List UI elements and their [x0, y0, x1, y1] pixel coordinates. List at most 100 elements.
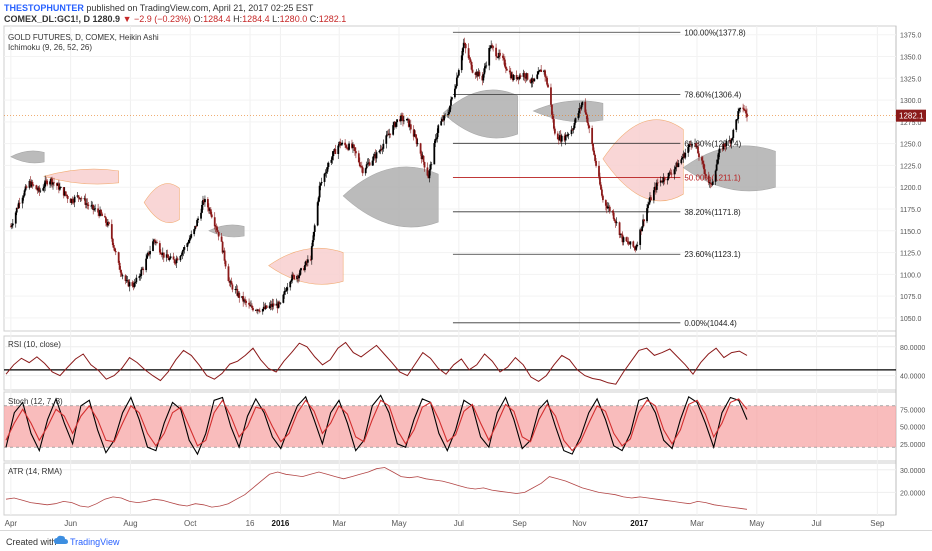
candle-body: [25, 186, 28, 188]
candle-body: [533, 78, 536, 82]
candle-body: [618, 222, 621, 235]
x-tick-label: May: [391, 519, 406, 528]
candle-body: [659, 180, 662, 183]
candle-body: [347, 147, 349, 150]
candle-body: [221, 241, 224, 253]
candle-body: [627, 241, 630, 244]
candle-body: [106, 222, 108, 226]
candle-body: [415, 137, 418, 144]
candle-body: [320, 181, 323, 184]
candle-body: [563, 135, 566, 141]
last-close: 1280.9: [92, 14, 121, 24]
candle-body: [297, 275, 299, 279]
candle-body: [262, 306, 265, 310]
candle-body: [481, 75, 484, 81]
price-change: ▼ −2.9 (−0.23%): [122, 14, 192, 24]
candle-body: [456, 75, 459, 78]
candle-body: [23, 190, 26, 196]
fib-level-label: 100.00%(1377.8): [684, 28, 746, 37]
candle-body: [704, 174, 707, 176]
candle-body: [213, 217, 216, 227]
candle-body: [725, 140, 728, 147]
candle-body: [141, 268, 144, 270]
candle-body: [16, 207, 19, 209]
candle-body: [498, 52, 500, 58]
candle-body: [71, 198, 74, 203]
candle-body: [565, 134, 568, 137]
candle-body: [339, 141, 342, 146]
candle-body: [745, 110, 747, 114]
candle-body: [183, 247, 186, 250]
tradingview-link[interactable]: TradingView: [70, 537, 120, 547]
rsi-pane[interactable]: 40.0000 80.0000: [4, 341, 925, 385]
price-tick-label: 1175.0: [900, 207, 921, 214]
atr-pane[interactable]: 20.0000 30.0000: [4, 467, 925, 510]
candle-body: [454, 88, 456, 98]
candle-body: [694, 143, 696, 145]
candle-body: [585, 112, 588, 115]
candle-body: [738, 109, 741, 112]
candle-body: [698, 153, 700, 158]
candle-body: [15, 207, 18, 213]
atr-tick-label: 20.0000: [900, 490, 925, 497]
candle-body: [557, 139, 560, 141]
candle-body: [345, 145, 347, 148]
candle-body: [499, 52, 501, 56]
candle-body: [194, 225, 197, 230]
candle-body: [333, 149, 336, 152]
stoch-pane[interactable]: 25.0000 50.0000 75.0000: [4, 394, 925, 456]
candle-body: [471, 69, 474, 73]
candle-body: [285, 290, 288, 292]
candle-body: [173, 259, 176, 264]
candle-body: [72, 202, 75, 203]
candle-body: [716, 159, 719, 165]
candle-body: [53, 182, 55, 184]
stoch-d-line: [5, 398, 748, 452]
fib-level-label: 23.60%(1123.1): [684, 250, 741, 259]
candle-body: [36, 189, 39, 191]
candle-body: [701, 160, 704, 164]
close-value: 1282.1: [318, 14, 347, 24]
candle-body: [454, 85, 457, 89]
candle-body: [111, 238, 114, 246]
candle-body: [429, 164, 432, 171]
candle-body: [505, 68, 508, 71]
candle-body: [448, 111, 450, 115]
candle-body: [58, 187, 61, 190]
candle-body: [450, 99, 452, 106]
candle-body: [316, 202, 319, 226]
candle-body: [652, 190, 655, 201]
candle-body: [65, 194, 68, 197]
chart-canvas[interactable]: 1050.0 1075.0 1100.0 1125.0 1150.0 1175.0 1200…: [0, 0, 932, 530]
candle-body: [145, 258, 148, 271]
candle-body: [228, 281, 231, 283]
candle-body: [434, 138, 437, 144]
candle-body: [642, 219, 645, 227]
candle-body: [359, 166, 362, 167]
candle-body: [503, 57, 505, 60]
candle-body: [722, 143, 725, 150]
candle-body: [373, 154, 376, 157]
publish-info: published on TradingView.com, April 21, …: [86, 3, 314, 13]
candle-body: [593, 150, 595, 155]
candle-body: [529, 79, 532, 83]
candle-body: [595, 160, 597, 166]
candle-body: [476, 71, 479, 77]
stoch-tick-label: 25.0000: [900, 442, 925, 449]
candle-body: [547, 84, 549, 88]
candle-body: [663, 177, 666, 181]
candle-body: [427, 175, 430, 179]
time-axis[interactable]: Apr Jun Aug Oct 16 2016 Mar May Jul Sep Nov 2017 Mar…: [5, 519, 885, 528]
candle-body: [482, 74, 485, 81]
author-link[interactable]: THESTOPHUNTER: [4, 3, 84, 13]
candle-body: [319, 183, 322, 186]
candle-body: [202, 200, 204, 205]
candle-body: [676, 162, 679, 168]
candle-body: [66, 196, 69, 199]
candle-body: [449, 105, 451, 112]
candle-body: [188, 239, 191, 243]
candle-body: [433, 143, 436, 165]
price-tick-label: 1075.0: [900, 294, 922, 301]
candle-body: [107, 222, 110, 225]
candle-body: [399, 119, 401, 122]
